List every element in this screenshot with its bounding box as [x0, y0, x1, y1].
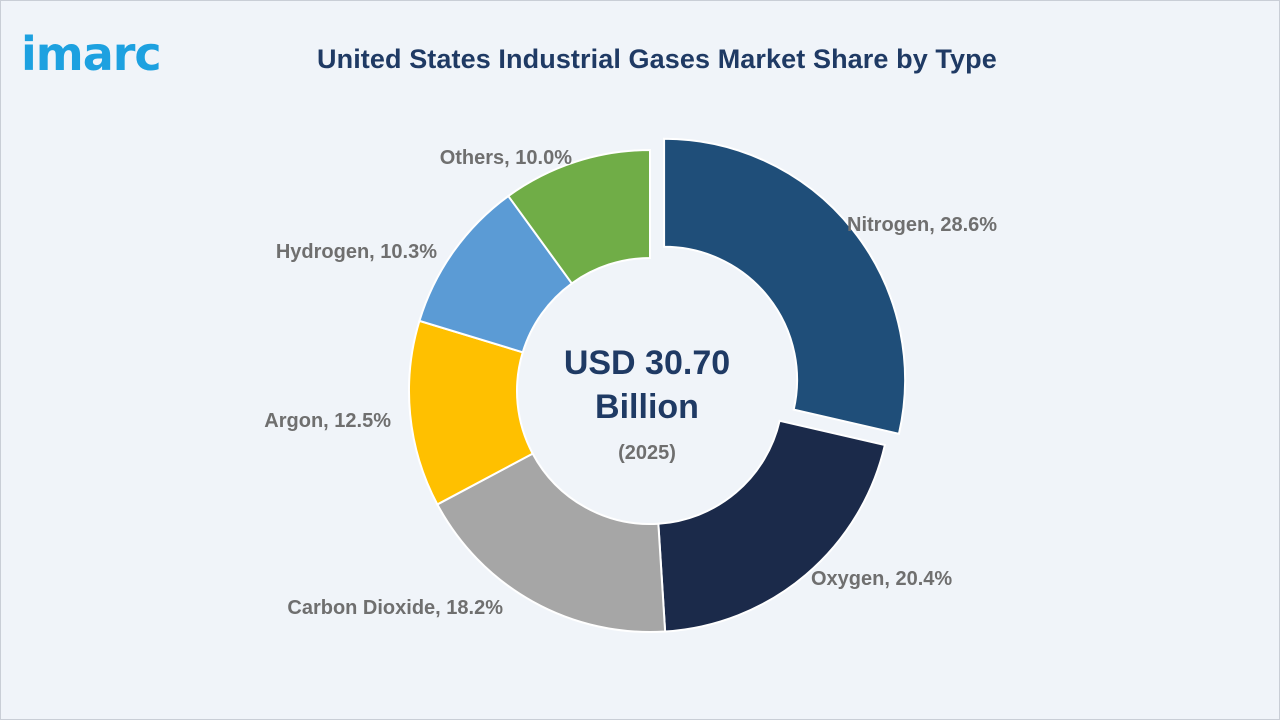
slice-group: [408, 137, 907, 633]
label-carbon-dioxide: Carbon Dioxide, 18.2%: [287, 597, 503, 619]
center-year: (2025): [618, 442, 676, 464]
center-value-line1: USD 30.70: [564, 344, 730, 382]
label-hydrogen: Hydrogen, 10.3%: [276, 241, 437, 263]
chart-title: United States Industrial Gases Market Sh…: [317, 44, 997, 74]
label-group: Nitrogen, 28.6% Oxygen, 20.4% Carbon Dioxi…: [264, 147, 997, 619]
label-argon: Argon, 12.5%: [264, 410, 391, 432]
label-oxygen: Oxygen, 20.4%: [811, 568, 952, 590]
slice-others: [506, 148, 651, 285]
label-nitrogen: Nitrogen, 28.6%: [847, 214, 997, 236]
imarc-logo: imarc: [21, 27, 162, 81]
center-label: USD 30.70 Billion (2025): [564, 344, 730, 464]
label-others: Others, 10.0%: [440, 147, 573, 169]
slice-carbon-dioxide: [436, 452, 667, 633]
center-value-line2: Billion: [595, 388, 699, 426]
slice-nitrogen: [663, 137, 907, 436]
slice-oxygen: [657, 419, 887, 633]
